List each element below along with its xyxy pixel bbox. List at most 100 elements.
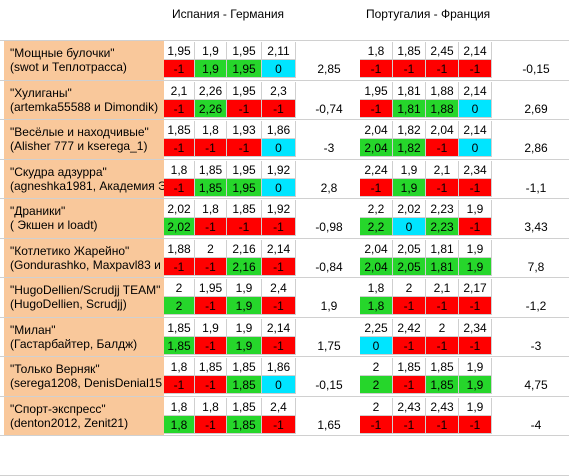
odds-cell[interactable]: 2,14	[262, 239, 296, 258]
result-cell[interactable]: 1,82	[393, 139, 426, 157]
odds-cell[interactable]: 1,85	[393, 42, 426, 60]
result-cell[interactable]: 0	[360, 336, 393, 355]
result-cell[interactable]: -1	[195, 257, 227, 276]
result-cell[interactable]: -1	[262, 218, 296, 236]
result-cell[interactable]: -1	[262, 99, 296, 118]
result-cell[interactable]: -1	[426, 60, 459, 78]
team-name-cell[interactable]	[4, 80, 164, 119]
odds-cell[interactable]: 2,3	[262, 81, 296, 100]
result-cell[interactable]: 1,8	[360, 297, 393, 315]
result-cell[interactable]: 2,04	[360, 139, 393, 157]
odds-cell[interactable]: 1,92	[262, 200, 296, 218]
result-cell[interactable]: -1	[459, 218, 492, 236]
odds-cell[interactable]: 1,86	[262, 358, 296, 376]
odds-cell[interactable]: 2,04	[426, 121, 459, 139]
result-cell[interactable]: -1	[195, 218, 227, 236]
odds-cell[interactable]: 2,14	[459, 121, 492, 139]
odds-cell[interactable]: 1,85	[227, 358, 262, 376]
match1-total[interactable]: 2,85	[317, 62, 341, 76]
odds-cell[interactable]: 2	[195, 239, 227, 258]
result-cell[interactable]: 0	[262, 60, 296, 78]
result-cell[interactable]: 1,9	[195, 60, 227, 78]
result-cell[interactable]: 1,9	[227, 297, 262, 315]
result-cell[interactable]: 1,81	[393, 99, 426, 118]
team-name-cell[interactable]	[4, 41, 164, 80]
odds-cell[interactable]: 1,95	[360, 81, 393, 100]
odds-cell[interactable]: 1,8	[164, 358, 195, 376]
result-cell[interactable]: -1	[262, 415, 296, 434]
match1-total[interactable]: -0,98	[315, 220, 343, 234]
odds-cell[interactable]: 1,81	[426, 239, 459, 258]
result-cell[interactable]: 0	[262, 376, 296, 394]
match2-total[interactable]: -3	[530, 338, 542, 353]
odds-cell[interactable]: 2,34	[459, 318, 492, 337]
match2-total[interactable]: -0,15	[522, 62, 550, 76]
result-cell[interactable]: 2,16	[227, 257, 262, 276]
result-cell[interactable]: 1,88	[426, 99, 459, 118]
result-cell[interactable]: 1,85	[227, 376, 262, 394]
result-cell[interactable]: 2,26	[195, 99, 227, 118]
result-cell[interactable]: -1	[195, 336, 227, 355]
odds-cell[interactable]: 1,8	[360, 279, 393, 297]
result-cell[interactable]: 1,9	[459, 257, 492, 276]
result-cell[interactable]: -1	[195, 376, 227, 394]
result-cell[interactable]: 1,95	[227, 60, 262, 78]
odds-cell[interactable]: 1,9	[227, 318, 262, 337]
match2-total[interactable]: 7,8	[527, 259, 545, 274]
result-cell[interactable]: -1	[459, 60, 492, 78]
match1-total[interactable]: -3	[323, 141, 335, 155]
odds-cell[interactable]: 2,1	[164, 81, 195, 100]
result-cell[interactable]: -1	[227, 139, 262, 157]
result-cell[interactable]: -1	[426, 139, 459, 157]
odds-cell[interactable]: 1,92	[262, 160, 296, 179]
odds-cell[interactable]: 1,95	[227, 160, 262, 179]
odds-cell[interactable]: 1,8	[195, 200, 227, 218]
odds-cell[interactable]: 2,11	[262, 42, 296, 60]
match2-total[interactable]: 2,69	[524, 101, 548, 116]
result-cell[interactable]: -1	[459, 415, 492, 434]
match2-total[interactable]: -4	[530, 417, 542, 432]
result-cell[interactable]: 0	[459, 139, 492, 157]
odds-cell[interactable]: 1,9	[459, 358, 492, 376]
result-cell[interactable]: -1	[426, 178, 459, 197]
odds-cell[interactable]: 1,95	[195, 279, 227, 297]
match1-total[interactable]: -0,84	[315, 259, 343, 274]
result-cell[interactable]: -1	[426, 297, 459, 315]
odds-cell[interactable]: 1,88	[164, 239, 195, 258]
result-cell[interactable]: -1	[262, 336, 296, 355]
result-cell[interactable]: -1	[262, 257, 296, 276]
match1-total[interactable]: 2,8	[320, 180, 338, 195]
result-cell[interactable]: 2,02	[164, 218, 195, 236]
odds-cell[interactable]: 2,26	[195, 81, 227, 100]
result-cell[interactable]: -1	[195, 139, 227, 157]
result-cell[interactable]: 2,04	[360, 257, 393, 276]
odds-cell[interactable]: 2	[426, 318, 459, 337]
result-cell[interactable]: 0	[393, 218, 426, 236]
odds-cell[interactable]: 2,43	[393, 397, 426, 416]
result-cell[interactable]: 1,9	[393, 178, 426, 197]
odds-cell[interactable]: 2,25	[360, 318, 393, 337]
result-cell[interactable]: -1	[360, 99, 393, 118]
odds-cell[interactable]: 1,93	[227, 121, 262, 139]
result-cell[interactable]: -1	[164, 376, 195, 394]
result-cell[interactable]: -1	[360, 60, 393, 78]
odds-cell[interactable]: 2,04	[360, 239, 393, 258]
odds-cell[interactable]: 2,16	[227, 239, 262, 258]
odds-cell[interactable]: 1,8	[195, 397, 227, 416]
team-name-cell[interactable]	[4, 278, 164, 317]
odds-cell[interactable]: 1,9	[195, 42, 227, 60]
odds-cell[interactable]: 1,8	[195, 121, 227, 139]
odds-cell[interactable]: 1,9	[459, 239, 492, 258]
odds-cell[interactable]: 1,9	[459, 200, 492, 218]
odds-cell[interactable]: 1,8	[360, 42, 393, 60]
team-name-cell[interactable]	[4, 159, 164, 198]
odds-cell[interactable]: 1,85	[195, 358, 227, 376]
odds-cell[interactable]: 2,34	[459, 160, 492, 179]
team-name-cell[interactable]	[4, 396, 164, 435]
odds-cell[interactable]: 1,85	[227, 200, 262, 218]
odds-cell[interactable]: 2,14	[459, 81, 492, 100]
result-cell[interactable]: 2,2	[360, 218, 393, 236]
result-cell[interactable]: -1	[227, 218, 262, 236]
result-cell[interactable]: -1	[195, 415, 227, 434]
team-name-cell[interactable]	[4, 357, 164, 396]
